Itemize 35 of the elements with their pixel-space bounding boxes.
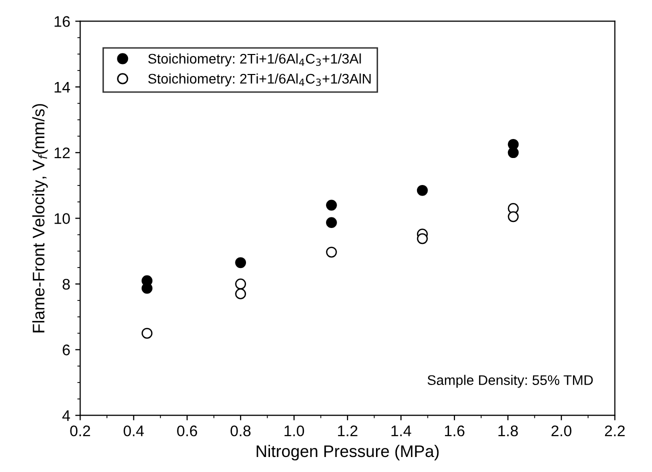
point	[326, 217, 337, 228]
point	[142, 328, 152, 339]
legend-label: Stoichiometry: 2Ti+1/6Al$_{4}$C$_{3}$+1/3AlN	[148, 73, 371, 86]
x-axis-title: Nitrogen Pressure (MPa)	[256, 444, 439, 460]
y-tick-label: 8	[62, 278, 70, 290]
y-tick-label: 6	[62, 344, 70, 356]
x-tick-label: 2.2	[604, 425, 625, 436]
y-tick-label: 4	[62, 410, 70, 421]
point	[326, 200, 337, 211]
x-tick-label: 1.4	[392, 426, 412, 436]
point	[235, 278, 246, 290]
y-tick-label: 16	[54, 16, 70, 27]
x-tick-label: 2.0	[552, 425, 572, 436]
x-tick-label: 1.2	[338, 425, 358, 436]
x-tick-label: 1.8	[498, 425, 518, 436]
legend-label: Stoichiometry: 2Ti+1/6Al$_{4}$C$_{3}$+1/3Al	[148, 53, 361, 66]
point	[416, 233, 428, 244]
y-tick-label: 12	[54, 147, 70, 158]
point	[508, 147, 519, 158]
annotation: Sample Density: 55% TMD	[428, 374, 593, 388]
x-tick-label: 1.6	[444, 425, 464, 436]
x-tick-label: 0.2	[70, 425, 90, 436]
y-axis-title: Flame-Front Velocity, V$_{f}$(mm/s)	[32, 104, 48, 332]
x-tick-label: 0.8	[230, 425, 251, 436]
point	[235, 257, 246, 268]
x-tick-label: 0.6	[177, 425, 198, 436]
x-tick-label: 0.4	[124, 425, 144, 436]
point	[326, 246, 337, 258]
y-tick-label: 14	[54, 82, 70, 92]
x-tick-label: 1.0	[284, 425, 304, 436]
point	[508, 211, 519, 222]
y-tick-label: 10	[54, 213, 70, 224]
point	[416, 184, 428, 196]
point	[142, 282, 152, 294]
point	[235, 288, 246, 300]
